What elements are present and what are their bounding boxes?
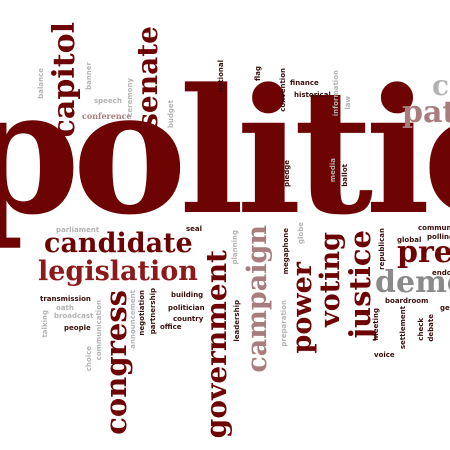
word-global: global	[397, 236, 422, 244]
word-oath: oath	[56, 304, 74, 312]
word-president: pres	[397, 235, 450, 270]
word-talking: talking	[41, 310, 49, 338]
word-announcement: announcement	[129, 290, 137, 349]
word-leadership: leadership	[233, 300, 241, 342]
word-ballot: ballot	[341, 164, 349, 187]
word-globe: globe	[297, 222, 305, 244]
word-republican: republican	[378, 228, 386, 270]
word-meeting: meeting	[372, 308, 380, 341]
word-capitol: capitol	[47, 22, 82, 138]
word-government: government	[200, 250, 233, 439]
word-politician: politician	[168, 304, 205, 312]
word-partnership: partnership	[149, 288, 157, 335]
word-endorsement: endo	[432, 269, 450, 277]
word-building: building	[171, 291, 204, 299]
word-transmission: transmission	[40, 295, 91, 303]
word-voice: voice	[374, 351, 395, 359]
word-congress: congress	[99, 290, 133, 435]
word-convention: convention	[279, 68, 287, 112]
word-settlement: settlement	[399, 306, 407, 350]
word-broadcast: broadcast	[54, 312, 94, 320]
word-banner: banner	[85, 62, 93, 90]
word-communication-right: communi	[418, 224, 450, 232]
word-people: people	[64, 324, 91, 332]
word-voting: voting	[315, 232, 346, 327]
word-constitution: c	[432, 69, 450, 102]
word-planning: planning	[231, 230, 239, 265]
word-preparation: preparation	[280, 300, 288, 347]
word-legislation: legislation	[38, 256, 198, 287]
word-campaign: campaign	[242, 225, 273, 373]
word-conference: conference	[82, 111, 132, 121]
word-power: power	[287, 262, 318, 354]
word-senate: senate	[131, 26, 164, 129]
word-flag: flag	[254, 66, 262, 81]
word-law: law	[344, 96, 352, 110]
word-speech: speech	[94, 97, 122, 105]
word-finance: finance	[290, 79, 319, 87]
word-historical: historical	[294, 91, 331, 99]
word-check: check	[417, 318, 425, 341]
word-balance: balance	[37, 68, 45, 99]
word-patriot: pat	[402, 95, 450, 130]
word-candidate: candidate	[44, 228, 193, 259]
word-national: national	[217, 60, 225, 93]
word-debate: debate	[427, 314, 435, 342]
word-media: media	[329, 158, 337, 183]
word-politics: politic	[0, 50, 450, 253]
word-choice: choice	[85, 346, 93, 372]
word-country: country	[173, 315, 204, 323]
word-democracy: demo	[375, 265, 450, 300]
word-communication-left: communication	[95, 300, 103, 361]
word-information: information	[332, 70, 340, 117]
word-seal: seal	[186, 225, 203, 233]
word-polling: polling	[427, 233, 450, 241]
word-budget: budget	[167, 100, 175, 129]
word-justice: justice	[343, 230, 377, 339]
word-office: office	[160, 323, 182, 331]
word-ge: ge	[440, 304, 450, 312]
word-pledge: pledge	[283, 160, 291, 187]
word-parliament: parliament	[56, 226, 100, 234]
word-negotiation: negotiation	[138, 290, 146, 336]
word-boardroom: boardroom	[385, 297, 429, 305]
